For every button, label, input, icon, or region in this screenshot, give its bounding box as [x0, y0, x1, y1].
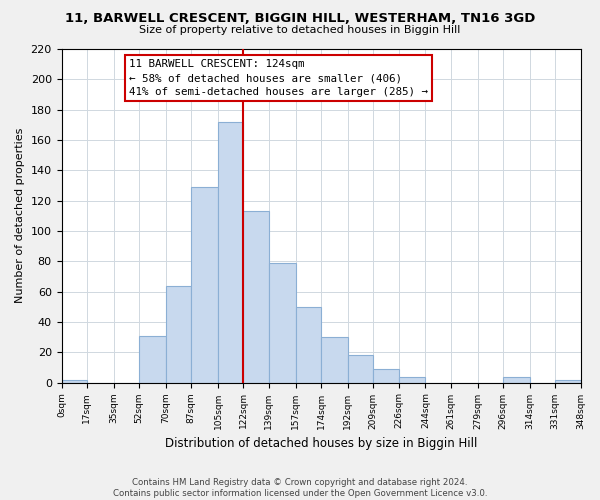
Bar	[373, 369, 398, 382]
Bar	[503, 376, 530, 382]
Bar	[321, 337, 348, 382]
Bar	[269, 263, 296, 382]
Bar	[244, 211, 269, 382]
Bar	[218, 122, 244, 382]
Text: 11, BARWELL CRESCENT, BIGGIN HILL, WESTERHAM, TN16 3GD: 11, BARWELL CRESCENT, BIGGIN HILL, WESTE…	[65, 12, 535, 26]
Text: Size of property relative to detached houses in Biggin Hill: Size of property relative to detached ho…	[139, 25, 461, 35]
Bar	[348, 356, 373, 382]
Bar	[191, 187, 218, 382]
Y-axis label: Number of detached properties: Number of detached properties	[15, 128, 25, 304]
Bar	[139, 336, 166, 382]
Bar	[62, 380, 87, 382]
Text: Contains HM Land Registry data © Crown copyright and database right 2024.
Contai: Contains HM Land Registry data © Crown c…	[113, 478, 487, 498]
Bar	[555, 380, 581, 382]
X-axis label: Distribution of detached houses by size in Biggin Hill: Distribution of detached houses by size …	[165, 437, 477, 450]
Bar	[296, 307, 321, 382]
Text: 11 BARWELL CRESCENT: 124sqm
← 58% of detached houses are smaller (406)
41% of se: 11 BARWELL CRESCENT: 124sqm ← 58% of det…	[129, 59, 428, 97]
Bar	[398, 376, 425, 382]
Bar	[166, 286, 191, 382]
